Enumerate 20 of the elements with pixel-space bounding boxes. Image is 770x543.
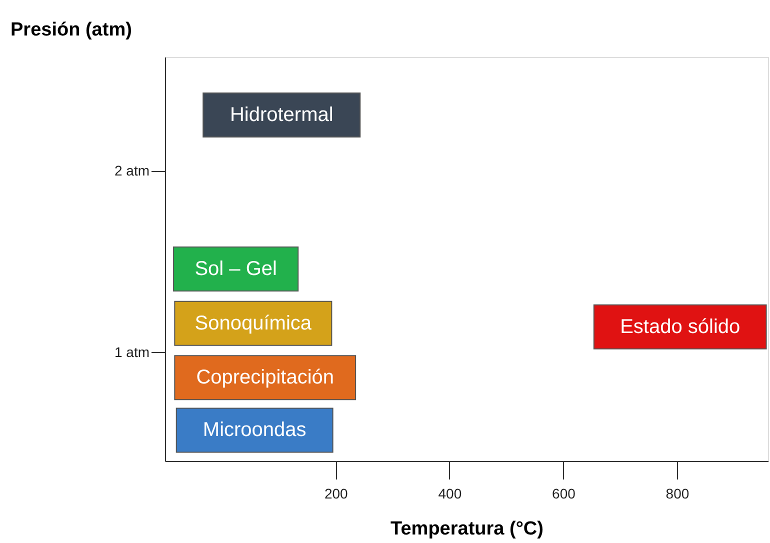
data-label: Coprecipitación bbox=[196, 366, 334, 389]
bar bbox=[176, 408, 334, 453]
x-tick-label: 600 bbox=[552, 486, 576, 502]
data-label: Estado sólido bbox=[620, 316, 740, 338]
x-tick-label: 400 bbox=[438, 486, 462, 502]
data-label: Hidrotermal bbox=[230, 104, 334, 126]
y-axis-title: Presión (atm) bbox=[10, 20, 132, 40]
y-tick-label: 1 atm bbox=[114, 344, 150, 360]
bar bbox=[174, 300, 332, 346]
bar bbox=[174, 355, 356, 400]
data-label: Sonoquímica bbox=[194, 312, 312, 334]
data-label: Sol – Gel bbox=[194, 258, 277, 280]
bar bbox=[202, 92, 361, 138]
x-axis-title: Temperatura (°C) bbox=[390, 518, 544, 540]
bar bbox=[173, 246, 299, 292]
x-tick-label: 800 bbox=[666, 486, 690, 502]
y-tick-label: 2 atm bbox=[114, 162, 150, 179]
bar bbox=[593, 304, 767, 350]
x-tick-label: 200 bbox=[324, 486, 348, 502]
data-label: Microondas bbox=[202, 419, 306, 442]
